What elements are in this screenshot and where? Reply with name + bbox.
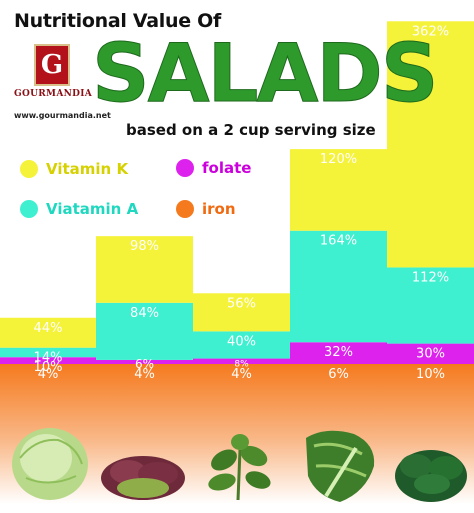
label-viatamin-a-2: 40%: [227, 334, 256, 349]
bar-viatamin-a-4: [387, 267, 474, 344]
bar-viatamin-a-1: [96, 302, 193, 360]
bar-iron-2: [193, 364, 290, 504]
label-iron-0: 4%: [38, 367, 59, 382]
iceberg-lettuce-icon: [12, 428, 88, 500]
romaine-lettuce-icon: [306, 430, 375, 502]
bar-viatamin-a-0: [0, 347, 96, 358]
logo-name: GOURMANDIA: [14, 89, 93, 99]
page-title: Nutritional Value Of: [14, 10, 221, 32]
legend-label-folate: folate: [202, 159, 252, 177]
label-folate-4: 30%: [416, 347, 445, 362]
legend-item-iron: iron: [176, 200, 236, 218]
label-vitamin-k-2: 56%: [227, 296, 256, 311]
legend-item-folate: folate: [176, 159, 251, 177]
bar-folate-4: [387, 343, 474, 364]
label-folate-0: 10%: [34, 360, 63, 375]
logo-letter: G: [40, 50, 64, 80]
bar-viatamin-a-3: [290, 230, 387, 343]
legend-dot-folate: [176, 159, 194, 177]
label-iron-4: 10%: [416, 367, 445, 382]
label-viatamin-a-3: 164%: [320, 234, 357, 249]
bar-folate-2: [193, 358, 290, 364]
red-leaf-lettuce-icon: [101, 456, 185, 500]
bar-vitamin-k-1: [96, 236, 193, 303]
bar-vitamin-k-4: [387, 21, 474, 268]
logo-url: www.gourmandia.net: [14, 111, 111, 120]
legend-item-vitamin-k: Vitamin K: [20, 160, 128, 178]
bar-viatamin-a-2: [193, 331, 290, 359]
label-folate-3: 32%: [324, 345, 353, 360]
legend-dot-iron: [176, 200, 194, 218]
subtitle: based on a 2 cup serving size: [126, 121, 376, 139]
legend-label-iron: iron: [202, 200, 236, 218]
label-folate-1: 6%: [135, 357, 154, 371]
legend-label-vitamin-a: Viatamin A: [46, 200, 139, 218]
label-viatamin-a-4: 112%: [412, 270, 449, 285]
legend-dot-vitamin-a: [20, 200, 38, 218]
bar-folate-3: [290, 342, 387, 364]
label-viatamin-a-0: 14%: [34, 351, 63, 366]
label-vitamin-k-0: 44%: [34, 321, 63, 336]
legend-label-vitamin-k: Vitamin K: [46, 160, 129, 178]
label-iron-1: 4%: [134, 367, 155, 382]
bar-folate-0: [0, 357, 96, 364]
bar-vitamin-k-0: [0, 317, 96, 348]
bar-vitamin-k-2: [193, 293, 290, 332]
label-viatamin-a-1: 84%: [130, 306, 159, 321]
arugula-icon: [208, 434, 271, 501]
label-iron-2: 4%: [231, 367, 252, 382]
spinach-icon: [395, 450, 467, 502]
legend-item-vitamin-a: Viatamin A: [20, 200, 138, 218]
logo-badge: G: [34, 44, 70, 86]
bar-vitamin-k-3: [290, 149, 387, 231]
label-vitamin-k-3: 120%: [320, 152, 357, 167]
bar-folate-1: [96, 359, 193, 364]
label-vitamin-k-4: 362%: [412, 24, 449, 39]
legend-dot-vitamin-k: [20, 160, 38, 178]
label-iron-3: 6%: [328, 367, 349, 382]
label-folate-2: 8%: [234, 360, 249, 370]
label-vitamin-k-1: 98%: [130, 239, 159, 254]
big-title: SALADS: [91, 27, 438, 120]
